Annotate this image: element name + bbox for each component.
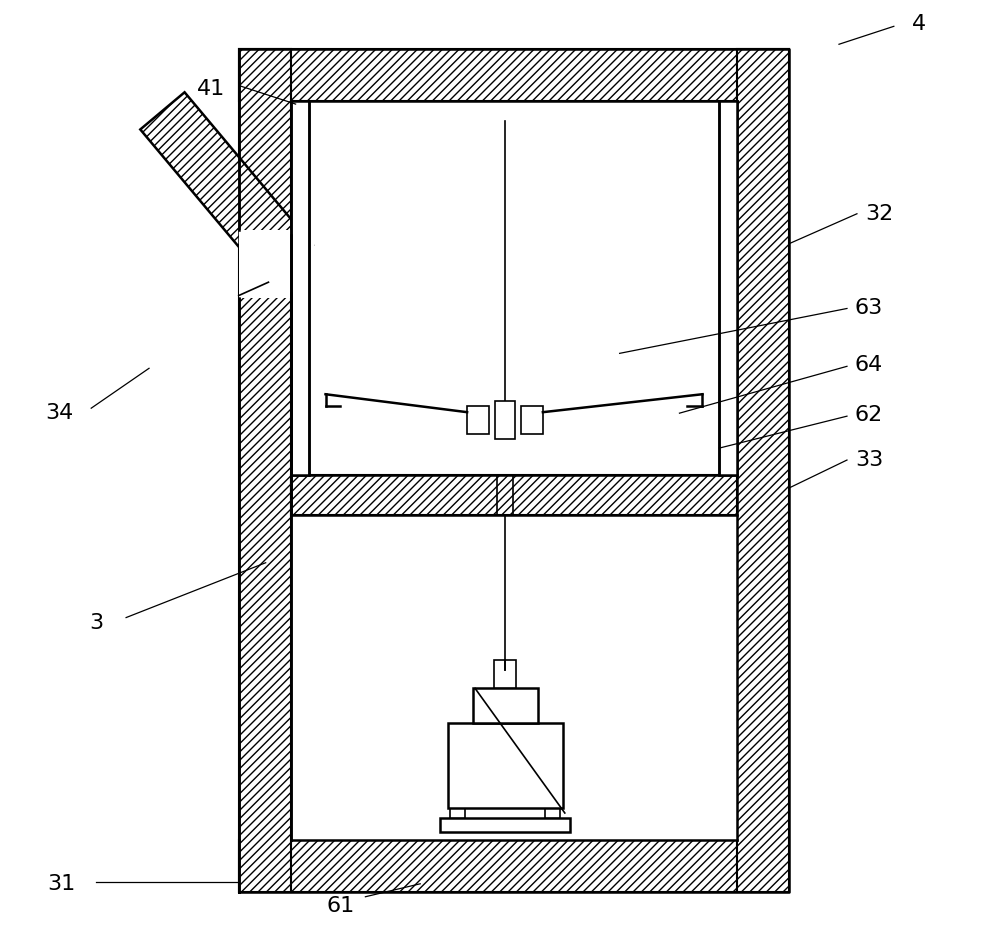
Bar (291, 475, 737, 515)
Bar (521, 406, 543, 434)
Bar (291, 101, 309, 475)
Polygon shape (140, 92, 313, 282)
Text: 64: 64 (855, 356, 883, 375)
Bar (239, 49, 291, 892)
Bar (440, 818, 570, 832)
Bar (239, 49, 789, 101)
Bar (495, 401, 515, 439)
Bar (719, 101, 737, 475)
Text: 32: 32 (865, 204, 893, 223)
Bar (467, 406, 489, 434)
Bar (291, 101, 737, 840)
Bar (239, 840, 789, 892)
Text: 41: 41 (197, 79, 225, 99)
Bar (473, 688, 538, 723)
Text: 62: 62 (855, 405, 883, 425)
Bar (494, 660, 516, 688)
Text: 33: 33 (855, 450, 883, 470)
Text: 31: 31 (47, 874, 75, 894)
Bar (239, 230, 314, 297)
Bar (450, 808, 465, 818)
Bar (737, 49, 789, 892)
Text: 3: 3 (89, 613, 103, 633)
Text: 4: 4 (912, 14, 926, 34)
Text: 63: 63 (855, 299, 883, 319)
Bar (448, 723, 563, 808)
Text: 34: 34 (45, 404, 73, 423)
Bar (545, 808, 560, 818)
Text: 61: 61 (326, 896, 355, 916)
